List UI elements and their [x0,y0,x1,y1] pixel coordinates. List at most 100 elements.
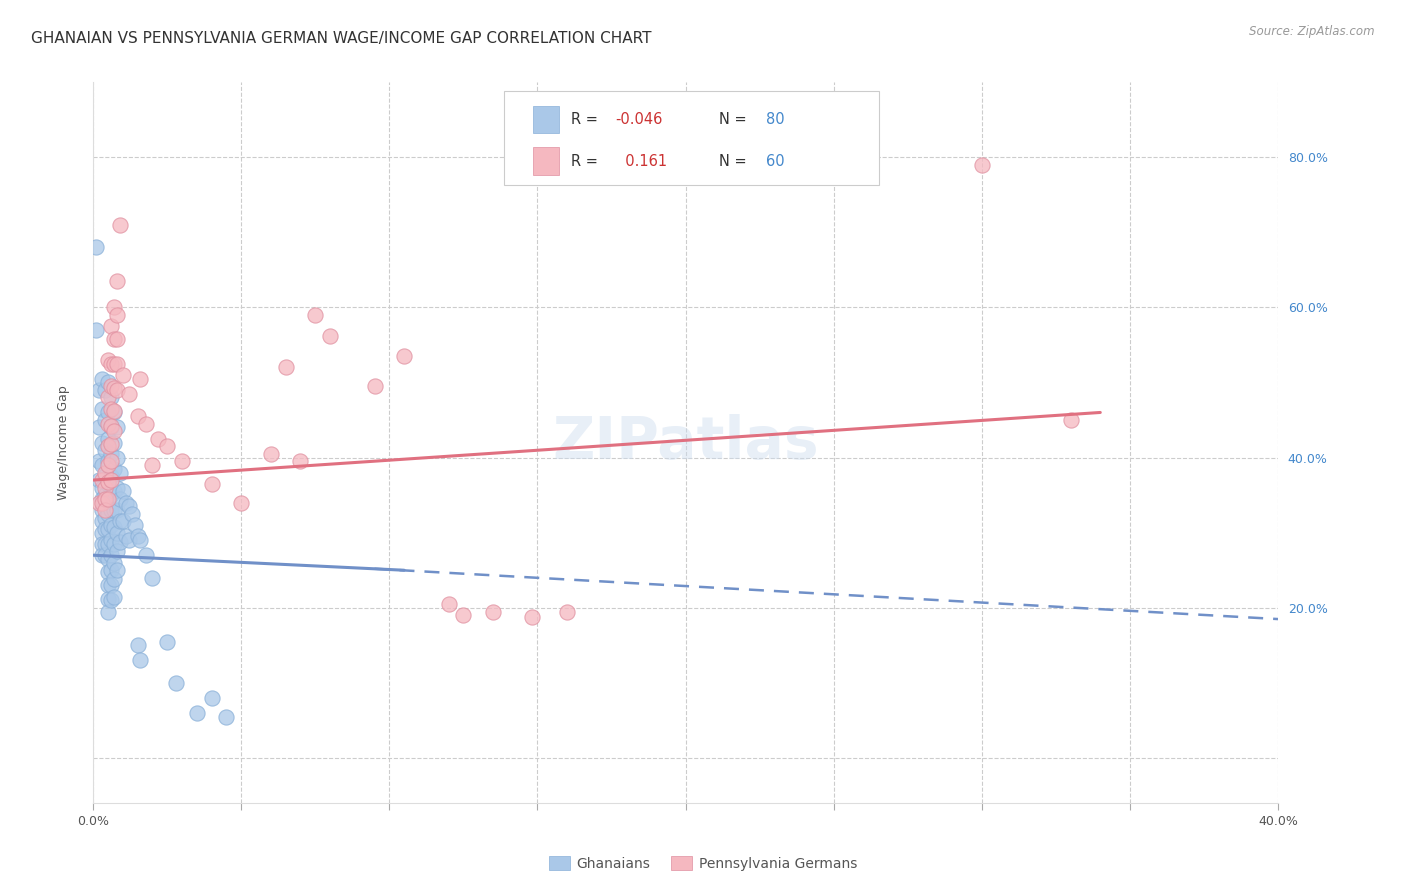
Text: 0.161: 0.161 [616,153,666,169]
Point [91,515,114,529]
Point [103,572,125,586]
Point [94,383,117,397]
Point [100,319,122,334]
Point [148,432,170,446]
Point [100,419,122,434]
Point [100,548,122,562]
Point [100,473,122,487]
Point [91,525,114,540]
Text: -0.046: -0.046 [616,112,664,127]
Point [94,500,117,514]
Point [100,518,122,533]
Point [100,447,122,461]
Point [100,469,122,483]
Point [319,328,342,343]
Point [91,495,114,509]
Point [304,308,326,322]
Point [156,634,179,648]
Point [97,454,120,468]
Point [94,522,117,536]
Point [105,274,128,288]
Point [108,491,131,506]
Point [1059,413,1081,427]
Point [135,417,157,431]
Point [100,488,122,502]
Point [103,519,125,533]
Point [100,420,122,434]
Point [94,503,117,517]
Point [97,439,120,453]
Point [97,565,120,579]
Point [105,332,128,346]
Point [103,590,125,604]
Point [103,332,125,346]
Point [94,537,117,551]
Point [156,439,179,453]
Point [91,458,114,472]
Point [186,706,208,720]
Point [127,639,149,653]
Bar [533,106,558,133]
Point [87,420,110,434]
Point [94,510,117,524]
Point [100,593,122,607]
Point [231,495,253,509]
Text: R =: R = [571,153,602,169]
Point [103,300,125,314]
Point [94,443,117,458]
Text: ZIPatlas: ZIPatlas [553,414,818,471]
Point [97,591,120,606]
Point [97,491,120,506]
Point [105,503,128,517]
Point [103,424,125,438]
Point [290,454,312,468]
Point [94,481,117,495]
Point [91,401,114,416]
Point [94,548,117,562]
Point [117,386,139,401]
Point [105,420,128,434]
Point [108,218,131,232]
Point [453,608,475,623]
Point [94,466,117,480]
Point [100,563,122,577]
Point [127,529,149,543]
Point [103,357,125,371]
Text: R =: R = [571,112,602,127]
Point [97,605,120,619]
Point [260,447,283,461]
Point [84,240,107,254]
Point [200,690,222,705]
Point [91,473,114,487]
Point [91,481,114,495]
Point [165,676,187,690]
Point [94,491,117,506]
Point [274,360,297,375]
Point [100,437,122,451]
Point [437,597,460,611]
Point [111,368,134,382]
Point [363,379,385,393]
Point [97,432,120,446]
Point [97,522,120,536]
Point [103,381,125,395]
Point [215,710,238,724]
Point [111,484,134,499]
Point [87,383,110,397]
Point [108,515,131,529]
Point [103,404,125,418]
Point [97,458,120,472]
Point [105,525,128,540]
Point [100,454,122,468]
FancyBboxPatch shape [505,91,879,185]
Point [105,544,128,558]
Point [100,503,122,517]
Point [91,503,114,517]
Point [100,401,122,416]
Bar [533,147,558,175]
Text: 80: 80 [766,112,785,127]
Point [100,391,122,405]
Point [97,352,120,367]
Point [108,466,131,480]
Point [105,383,128,397]
